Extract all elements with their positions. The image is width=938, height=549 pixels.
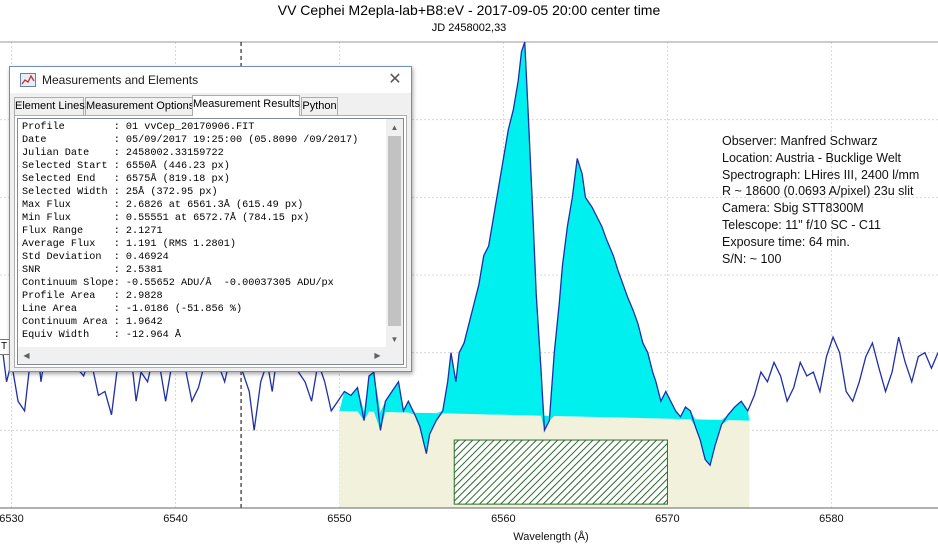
app-icon [20,73,36,87]
result-line: Equiv Width : -12.964 Å [22,330,181,341]
tab-measurement-options[interactable]: Measurement Options [85,97,194,115]
result-line: Selected End : 6575Å (819.18 px) [22,174,230,185]
area-hatch-box [453,439,668,505]
plot-title: VV Cephei M2epla-lab+B8:eV - 2017-09-05 … [277,2,661,18]
results-textbox[interactable]: Profile : 01 vvCep_20170906.FIT Date : 0… [17,118,404,365]
info-line: S/N: ~ 100 [722,251,782,266]
info-line: R ~ 18600 (0.0693 A/pixel) 23u slit [722,184,914,199]
dialog-title: Measurements and Elements [42,73,199,87]
result-line: Average Flux : 1.191 (RMS 1.2801) [22,239,236,250]
info-line: Spectrograph: LHires III, 2400 l/mm [722,167,920,182]
results-text[interactable]: Profile : 01 vvCep_20170906.FIT Date : 0… [22,121,402,343]
info-line: Camera: Sbig STT8300M [722,201,864,216]
result-line: SNR : 2.5381 [22,265,163,276]
result-line: Julian Date : 2458002.33159722 [22,148,224,159]
results-panel: Profile : 01 vvCep_20170906.FIT Date : 0… [14,115,407,368]
result-line: Profile : 01 vvCep_20170906.FIT [22,122,255,133]
result-line: Std Deviation : 0.46924 [22,252,169,263]
vertical-scrollbar[interactable]: ▲ ▼ [386,119,403,348]
tab-python[interactable]: Python [301,97,338,115]
scroll-up-icon[interactable]: ▲ [390,123,399,132]
x-tick-label: 6540 [163,513,188,525]
horizontal-scrollbar[interactable]: ◀ ▶ [18,347,386,364]
result-line: Flux Range : 2.1271 [22,226,163,237]
result-line: Selected Width : 25Å (372.95 px) [22,187,218,198]
result-line: Line Area : -1.0186 (-51.856 %) [22,304,243,315]
result-line: Continuum Slope: -0.55652 ADU/Å -0.00037… [22,278,334,289]
result-line: Continuum Area : 1.9642 [22,317,163,328]
scrollbar-thumb[interactable] [388,136,401,326]
close-icon[interactable]: ✕ [388,71,402,88]
result-line: Selected Start : 6550Å (446.23 px) [22,161,230,172]
measurements-dialog[interactable]: Measurements and Elements ✕ Element Line… [9,66,412,372]
observation-info: Observer: Manfred Schwarz Location: Aust… [722,133,919,267]
info-line: Location: Austria - Bucklige Welt [722,150,902,165]
x-tick-label: 6550 [327,513,352,525]
result-line: Max Flux : 2.6826 at 6561.3Å (615.49 px) [22,200,304,211]
plot-subtitle: JD 2458002,33 [431,22,507,34]
x-tick-label: 6570 [655,513,680,525]
scroll-left-icon[interactable]: ◀ [23,351,30,360]
dialog-titlebar[interactable]: Measurements and Elements ✕ [10,67,411,93]
scroll-down-icon[interactable]: ▼ [390,335,399,344]
tab-element-lines[interactable]: Element Lines [14,97,85,115]
tab-measurement-results[interactable]: Measurement Results [192,95,300,116]
x-axis-label: Wavelength (Å) [513,531,589,543]
info-line: Telescope: 11" f/10 SC - C11 [722,217,881,232]
x-tick-label: 6560 [491,513,516,525]
info-line: Observer: Manfred Schwarz [722,134,878,148]
x-tick-label: 6530 [0,513,24,525]
info-line: Exposure time: 64 min. [722,234,850,249]
x-tick-label: 6580 [819,513,844,525]
scrollbar-corner [386,347,403,364]
result-line: Date : 05/09/2017 19:25:00 (05.8090 /09/… [22,135,359,146]
scroll-right-icon[interactable]: ▶ [374,351,381,360]
result-line: Min Flux : 0.55551 at 6572.7Å (784.15 px… [22,213,310,224]
result-line: Profile Area : 2.9828 [22,291,163,302]
